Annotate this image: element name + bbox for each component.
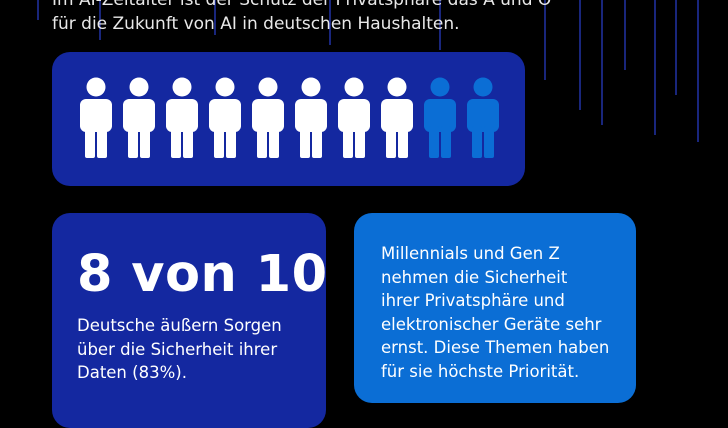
person-leg [128,126,138,158]
person-head [387,77,407,97]
person-leg [269,126,279,158]
text-line: Daten (83%). [77,363,187,382]
person-body [80,99,112,132]
person-head [129,77,149,97]
person-leg [355,126,365,158]
person-leg [386,126,396,158]
person-body [123,99,155,132]
header-line: Im AI-Zeitalter ist der Schutz der Priva… [52,0,552,10]
pictogram-panel [52,52,525,186]
person-icon [295,77,327,158]
text-line: ihrer Privatsphäre und [381,291,565,310]
person-leg [257,126,267,158]
page: AI Privatsphäre html, body { margin: 0; … [37,0,699,428]
person-head [301,77,321,97]
text-line: nehmen die Sicherheit [381,267,568,287]
person-body [381,99,413,132]
stat-text: Deutsche äußern Sorgen über die Sicherhe… [77,314,326,385]
text-line: elektronischer Geräte sehr [381,314,602,334]
person-leg [226,126,236,158]
person-head [215,77,235,97]
person-icon [381,77,413,158]
person-icon [123,77,155,158]
person-head [344,77,364,97]
person-leg [300,126,310,158]
person-icon [209,77,241,158]
person-head [473,77,493,97]
person-leg [140,126,150,158]
person-head [172,77,192,97]
person-body [209,99,241,132]
line-group [37,0,699,142]
person-head [430,77,450,97]
person-leg [398,126,408,158]
person-leg [312,126,322,158]
person-icon [424,77,456,158]
header: Im AI-Zeitalter ist der Schutz der Priva… [52,0,551,36]
person-leg [97,126,107,158]
person-head [86,77,106,97]
person-leg [429,126,439,158]
person-leg [472,126,482,158]
person-body [424,99,456,132]
person-icon [166,77,198,158]
person-body [295,99,327,132]
info-text: Millennials und Gen Z nehmen die Sicherh… [381,242,636,383]
person-head [258,77,278,97]
text-line: ernst. Diese Themen haben [381,338,610,357]
text-line: über die Sicherheit ihrer [77,339,278,359]
person-leg [484,126,494,158]
person-leg [183,126,193,158]
person-body [166,99,198,132]
person-body [338,99,370,132]
text-line: Millennials und Gen Z [381,244,560,263]
decorative-lines [37,0,699,142]
header-line: für die Zukunft von AI in deutschen Haus… [52,14,460,34]
info-card: Millennials und Gen Z nehmen die Sicherh… [354,213,636,403]
stat-card: 8 von 10 Deutsche äußern Sorgen über die… [52,213,328,428]
person-icon [467,77,499,158]
pictogram [80,77,499,158]
person-icon [338,77,370,158]
person-body [467,99,499,132]
text-line: Deutsche äußern Sorgen [77,316,282,335]
person-leg [214,126,224,158]
text-line: für sie höchste Priorität. [381,361,580,381]
stat-headline: 8 von 10 [77,245,328,304]
person-leg [85,126,95,158]
person-leg [343,126,353,158]
person-body [252,99,284,132]
person-icon [80,77,112,158]
infographic: Im AI-Zeitalter ist der Schutz der Priva… [37,0,699,428]
person-leg [171,126,181,158]
person-icon [252,77,284,158]
person-leg [441,126,451,158]
